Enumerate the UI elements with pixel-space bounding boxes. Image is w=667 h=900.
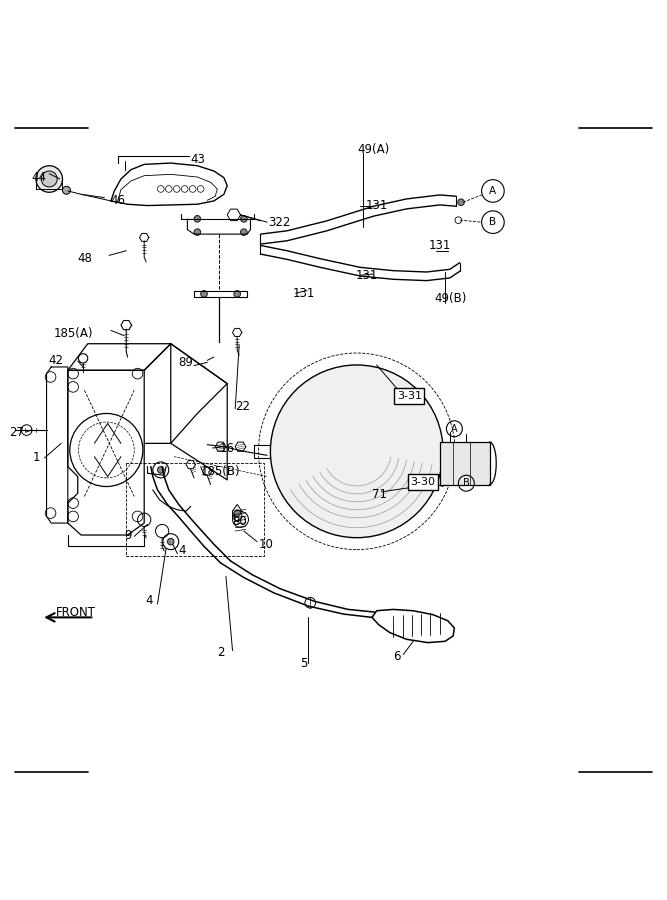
Circle shape [458, 199, 464, 205]
Text: 10: 10 [258, 538, 273, 551]
Text: 48: 48 [77, 252, 92, 266]
Text: B: B [463, 478, 470, 488]
Circle shape [36, 166, 63, 193]
Text: 27: 27 [9, 426, 24, 438]
Text: 5: 5 [300, 657, 307, 670]
Circle shape [234, 509, 241, 517]
Circle shape [194, 215, 201, 222]
Text: 49(B): 49(B) [434, 292, 467, 305]
Text: B: B [490, 217, 496, 227]
Circle shape [63, 186, 71, 194]
Text: 4: 4 [178, 544, 186, 557]
Text: 4: 4 [146, 594, 153, 607]
Circle shape [241, 229, 247, 236]
Text: 71: 71 [372, 488, 388, 501]
Text: 185(B): 185(B) [201, 464, 240, 478]
Text: FRONT: FRONT [56, 606, 96, 618]
Text: 80: 80 [232, 515, 247, 527]
Circle shape [157, 466, 164, 473]
Circle shape [167, 538, 174, 545]
Text: 44: 44 [32, 171, 47, 184]
Text: 42: 42 [48, 355, 63, 367]
Text: 131: 131 [292, 287, 315, 300]
Bar [440, 442, 490, 484]
Text: 185(A): 185(A) [53, 327, 93, 339]
Text: 3-30: 3-30 [411, 477, 436, 487]
Text: 89: 89 [179, 356, 193, 370]
Text: 22: 22 [235, 400, 250, 413]
Text: 131: 131 [429, 238, 451, 252]
Text: 16: 16 [219, 442, 235, 454]
Circle shape [270, 365, 443, 537]
Circle shape [201, 291, 207, 297]
Text: 131: 131 [366, 199, 388, 212]
Text: A: A [451, 424, 458, 434]
Text: 49(A): 49(A) [358, 142, 390, 156]
Text: 1: 1 [33, 452, 40, 464]
Text: 6: 6 [393, 650, 400, 663]
Text: 2: 2 [217, 646, 224, 659]
Text: 322: 322 [268, 216, 290, 230]
Text: A: A [490, 186, 496, 196]
Text: 9: 9 [124, 528, 131, 542]
Text: 43: 43 [190, 153, 205, 166]
Circle shape [194, 229, 201, 236]
Circle shape [234, 291, 241, 297]
Text: 46: 46 [110, 194, 125, 207]
Circle shape [41, 171, 57, 187]
Text: 131: 131 [356, 269, 378, 282]
Circle shape [241, 215, 247, 222]
Text: 3-31: 3-31 [397, 392, 422, 401]
